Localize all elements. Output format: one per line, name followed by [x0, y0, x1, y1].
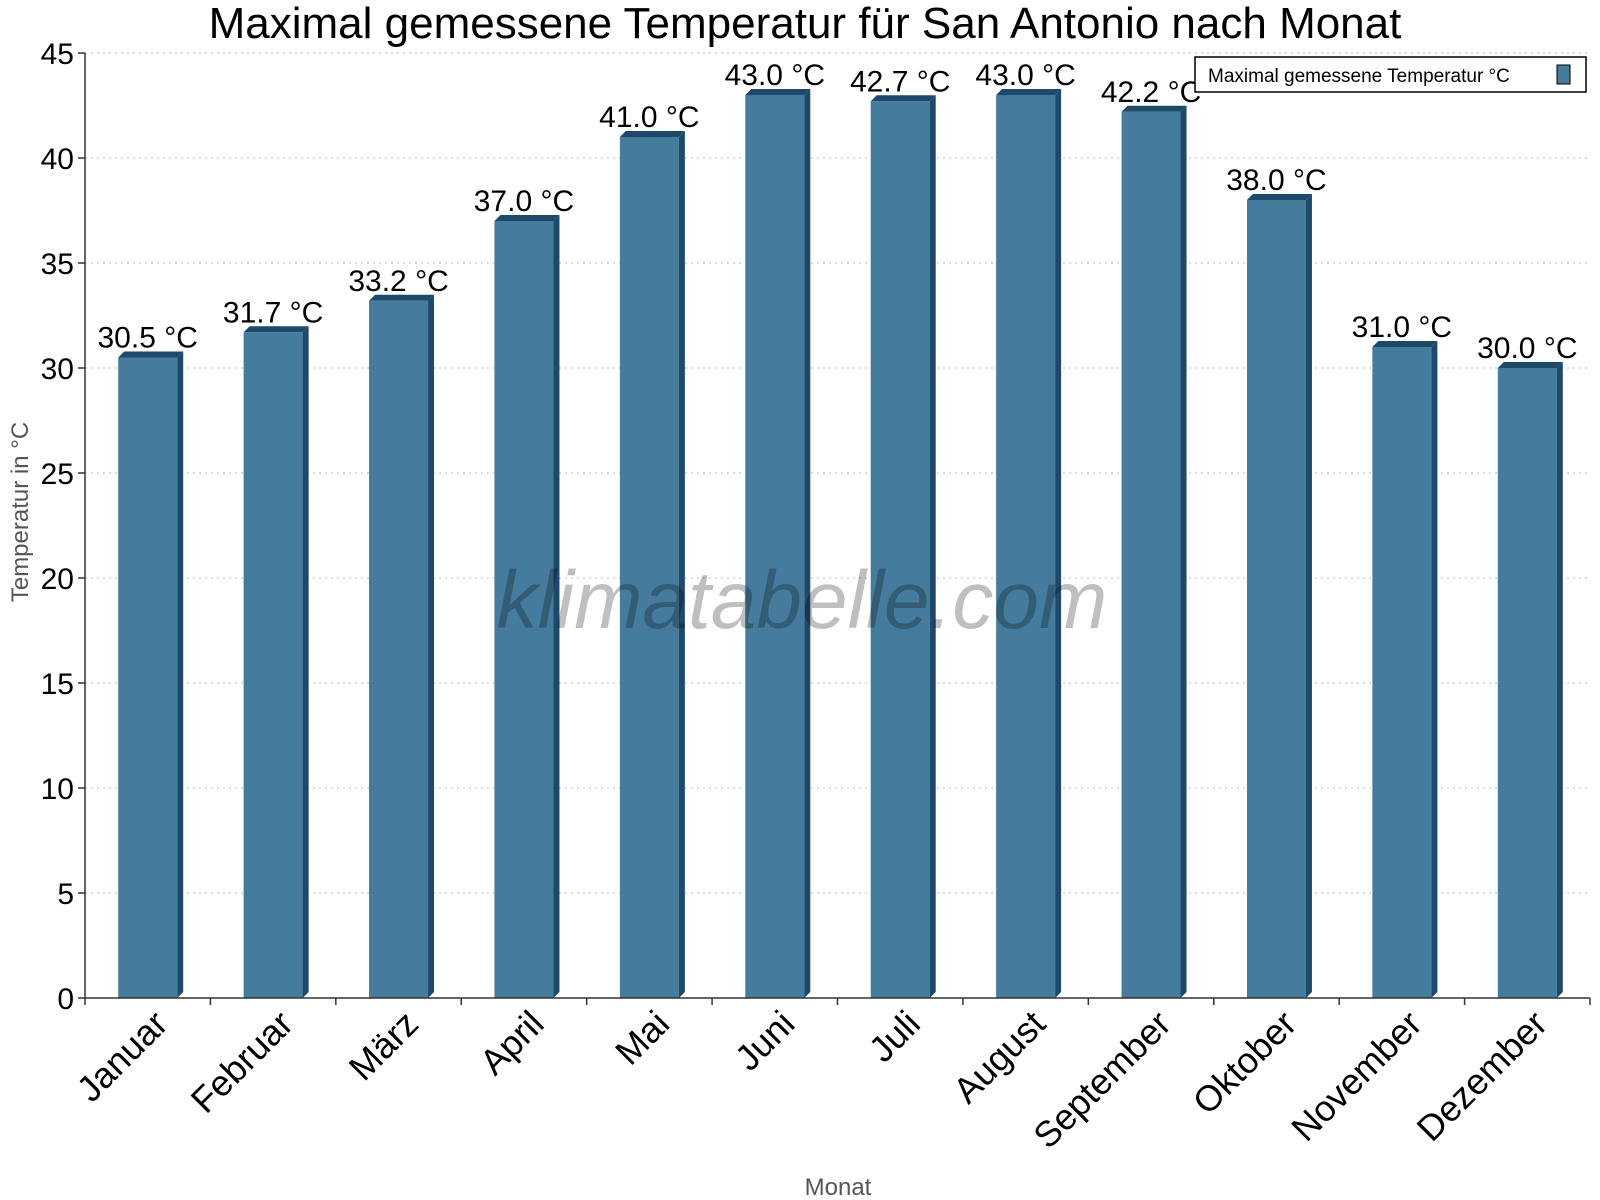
bar-top [1121, 105, 1187, 112]
bar-front [870, 101, 930, 999]
bar-side [1180, 105, 1187, 999]
bar-side [804, 89, 811, 998]
bar-top [996, 89, 1062, 95]
x-axis-ticks: Januar Februar März April Mai Juni Juli AugustS… [69, 998, 1591, 1157]
x-tick-label: Dezember [1409, 1003, 1555, 1149]
bar-side [428, 294, 435, 998]
y-tick-label: 10 [41, 773, 74, 806]
y-tick-label: 0 [57, 983, 74, 1016]
bar-top [870, 95, 936, 102]
x-axis-label: Monat [805, 1174, 872, 1200]
watermark: klimatabelle.com [497, 555, 1108, 646]
x-tick-label: Juli [861, 1003, 928, 1070]
x-tick-label: Oktober [1185, 1003, 1305, 1123]
x-tick-label: September [1025, 1003, 1179, 1157]
bar [1497, 362, 1563, 998]
x-tick-label: November [1283, 1003, 1429, 1149]
x-tick-label: März [341, 1003, 427, 1089]
bar-front [1121, 111, 1181, 999]
bar-front [494, 221, 554, 998]
data-label: 31.0 °C [1352, 311, 1452, 344]
bar-top [1372, 341, 1438, 347]
data-label: 42.2 °C [1101, 76, 1201, 109]
legend: Maximal gemessene Temperatur °C [1194, 56, 1587, 93]
bar [1121, 105, 1187, 999]
bar [369, 294, 435, 998]
x-tick-label: August [945, 1003, 1053, 1111]
bar-front [369, 300, 429, 998]
bar [243, 326, 309, 998]
bar [619, 131, 685, 998]
bar-front [619, 137, 679, 998]
y-tick-label: 35 [41, 248, 74, 281]
bar-top [369, 294, 435, 301]
bar-side [929, 95, 936, 999]
bar-top [118, 351, 184, 358]
data-label: 33.2 °C [348, 265, 448, 298]
data-label: 30.0 °C [1477, 332, 1577, 365]
data-label: 42.7 °C [850, 65, 950, 98]
data-label: 37.0 °C [474, 185, 574, 218]
data-label: 43.0 °C [725, 59, 825, 92]
y-tick-label: 5 [57, 878, 74, 911]
legend-label: Maximal gemessene Temperatur °C [1208, 66, 1510, 87]
y-tick-label: 40 [41, 143, 74, 176]
legend-box [1194, 56, 1587, 93]
x-tick-label: Februar [183, 1003, 301, 1121]
y-tick-label: 25 [41, 458, 74, 491]
data-label: 41.0 °C [599, 101, 699, 134]
bar-top [619, 131, 685, 137]
bar-side [678, 131, 685, 998]
bar-front [745, 95, 805, 998]
bar-top [745, 89, 811, 95]
y-axis-ticks: 0 5 10 15 20 25 30 35 40 45 [41, 38, 85, 1016]
data-label: 30.5 °C [98, 322, 198, 355]
bar [118, 351, 184, 998]
bar-side [177, 351, 184, 998]
bar-side [1431, 341, 1438, 998]
bar-side [1556, 362, 1563, 998]
bar-side [553, 215, 560, 998]
data-label: 43.0 °C [975, 59, 1075, 92]
data-labels: 30.5 °C 31.7 °C 33.2 °C 37.0 °C 41.0 °C 43.0 … [98, 59, 1578, 365]
bar-top [243, 326, 309, 333]
chart-title: Maximal gemessene Temperatur für San Ant… [209, 0, 1402, 48]
bar [1246, 194, 1312, 998]
y-tick-label: 45 [41, 38, 74, 71]
y-tick-label: 15 [41, 668, 74, 701]
bar [996, 89, 1062, 998]
grid-lines [85, 52, 1590, 894]
bars [118, 89, 1563, 999]
bar-top [1246, 194, 1312, 200]
bar-top [1497, 362, 1563, 368]
x-tick-label: Juni [727, 1003, 803, 1079]
y-tick-label: 20 [41, 563, 74, 596]
x-tick-label: Mai [607, 1003, 677, 1073]
x-tick-label: Januar [69, 1003, 176, 1110]
data-label: 31.7 °C [223, 296, 323, 329]
bar-front [243, 332, 303, 998]
y-tick-label: 30 [41, 353, 74, 386]
bar-side [1055, 89, 1062, 998]
bar-front [996, 95, 1056, 998]
bar [1372, 341, 1438, 998]
data-label: 38.0 °C [1226, 164, 1326, 197]
bar-front [1372, 347, 1432, 998]
bar-front [1246, 200, 1306, 998]
bar-side [1305, 194, 1312, 998]
bar [494, 215, 560, 998]
bar-front [118, 357, 178, 998]
legend-swatch [1556, 64, 1571, 85]
x-tick-label: April [472, 1003, 552, 1083]
y-axis-label: Temperatur in °C [7, 422, 34, 602]
bar-front [1497, 368, 1557, 998]
bar-side [302, 326, 309, 998]
bar [745, 89, 811, 998]
bar [870, 95, 936, 999]
bar-top [494, 215, 560, 221]
